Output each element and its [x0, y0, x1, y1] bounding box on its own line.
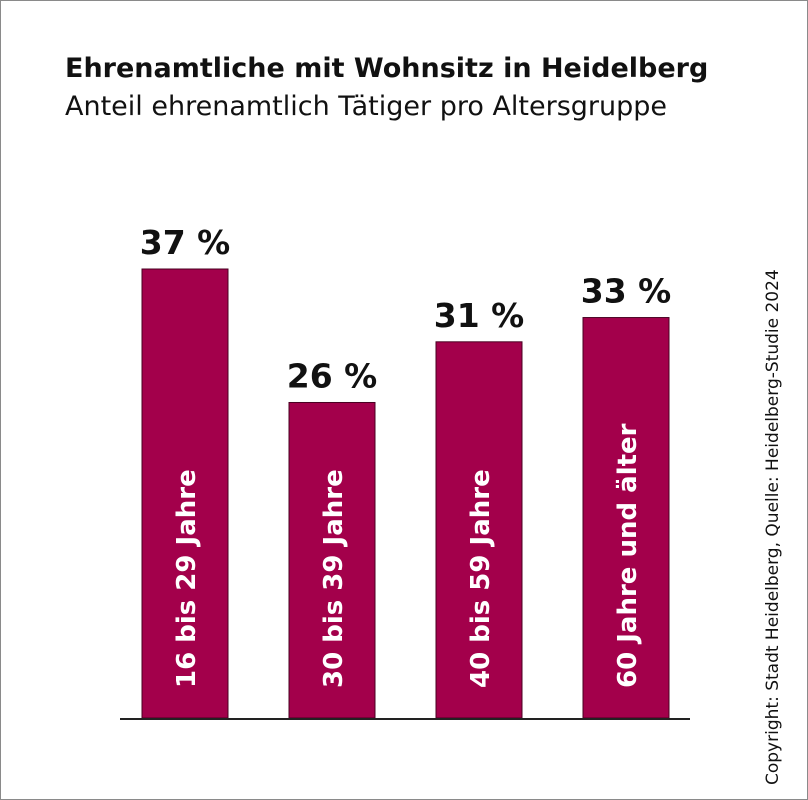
value-label-4: 33 % — [581, 272, 671, 311]
bar-2 — [288, 401, 376, 719]
value-label-1: 37 % — [140, 223, 230, 262]
category-label-4: 60 Jahre und älter — [613, 423, 643, 688]
category-label-1: 16 bis 29 Jahre — [172, 469, 202, 688]
bar-3 — [435, 341, 523, 719]
category-label-2: 30 bis 39 Jahre — [319, 469, 349, 688]
value-label-2: 26 % — [287, 356, 377, 395]
value-label-3: 31 % — [434, 296, 524, 335]
bar-4 — [582, 317, 670, 719]
category-label-3: 40 bis 59 Jahre — [466, 469, 496, 688]
chart-subtitle: Anteil ehrenamtlich Tätiger pro Altersgr… — [65, 91, 668, 122]
copyright-note: Copyright: Stadt Heidelberg, Quelle: Hei… — [763, 269, 783, 785]
chart-title: Ehrenamtliche mit Wohnsitz in Heidelberg — [65, 53, 709, 84]
